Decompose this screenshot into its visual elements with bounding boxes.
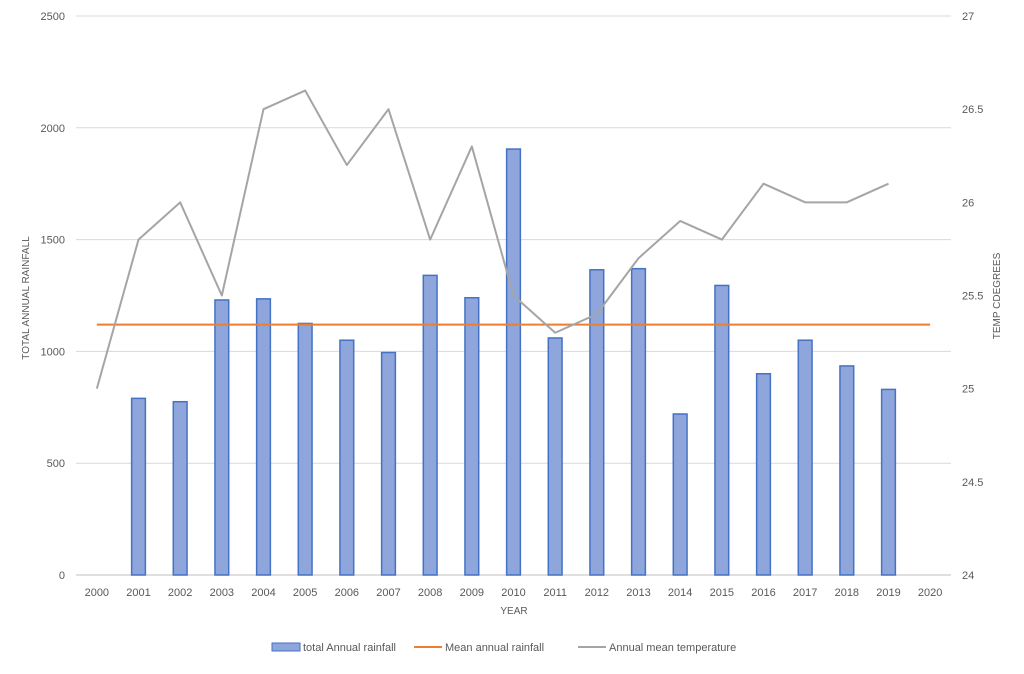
x-tick-label: 2008 — [418, 587, 442, 599]
x-axis-ticks: 2000 2001 2002 2003 2004 2005 2006 2007 2008 2009… — [85, 587, 943, 599]
rainfall-bar — [380, 351, 397, 576]
y2-tick-label: 24.5 — [962, 477, 983, 489]
right-axis-ticks: 24 24.5 25 25.5 26 26.5 27 — [962, 11, 983, 582]
rainfall-bar — [630, 267, 647, 576]
rainfall-bar — [297, 322, 313, 576]
x-tick-label: 2010 — [501, 587, 525, 599]
legend-swatch — [271, 642, 301, 652]
rainfall-bar — [464, 296, 480, 576]
rainfall-bar — [172, 400, 188, 576]
rainfall-bar — [755, 373, 772, 576]
legend-label: Mean annual rainfall — [445, 642, 544, 654]
x-tick-label: 2005 — [293, 587, 317, 599]
x-tick-label: 2012 — [585, 587, 609, 599]
y2-tick-label: 26 — [962, 197, 974, 209]
rainfall-bar — [255, 298, 272, 576]
rainfall-bar — [339, 339, 355, 576]
y-tick-label: 1500 — [41, 235, 65, 247]
x-tick-label: 2001 — [126, 587, 150, 599]
x-tick-label: 2017 — [793, 587, 817, 599]
y2-tick-label: 24 — [962, 570, 974, 582]
y2-tick-label: 25.5 — [962, 291, 983, 303]
rainfall-bar — [214, 299, 230, 576]
x-tick-label: 2004 — [251, 587, 275, 599]
y-axis-title: TOTAL ANNUAL RAINFALL — [21, 236, 32, 360]
y2-tick-label: 26.5 — [962, 104, 983, 116]
y-tick-label: 500 — [47, 458, 65, 470]
rainfall-bars — [130, 148, 897, 576]
rainfall-bar — [130, 397, 147, 576]
x-tick-label: 2020 — [918, 587, 942, 599]
x-tick-label: 2007 — [376, 587, 400, 599]
rainfall-bar — [839, 365, 855, 576]
x-tick-label: 2014 — [668, 587, 692, 599]
legend-label: total Annual rainfall — [303, 642, 396, 654]
x-tick-label: 2016 — [751, 587, 775, 599]
x-tick-label: 2000 — [85, 587, 109, 599]
x-tick-label: 2019 — [876, 587, 900, 599]
x-tick-label: 2009 — [460, 587, 484, 599]
legend: total Annual rainfall Mean annual rainfal… — [271, 642, 736, 654]
rainfall-bar — [714, 284, 730, 576]
y-tick-label: 2000 — [41, 123, 65, 135]
x-tick-label: 2002 — [168, 587, 192, 599]
x-tick-label: 2006 — [335, 587, 359, 599]
legend-label: Annual mean temperature — [609, 642, 736, 654]
x-tick-label: 2003 — [210, 587, 234, 599]
line-series — [95, 89, 931, 389]
y-tick-label: 0 — [59, 570, 65, 582]
left-axis-ticks: 0 500 1000 1500 2000 2500 — [41, 11, 65, 582]
y2-tick-label: 27 — [962, 11, 974, 23]
rainfall-bar — [880, 388, 897, 576]
x-tick-label: 2018 — [835, 587, 859, 599]
temperature-line — [95, 89, 889, 389]
rainfall-bar — [422, 274, 438, 576]
rainfall-bar — [797, 339, 813, 576]
y2-axis-title: TEMP CDEGREES — [992, 252, 1003, 339]
rainfall-bar — [672, 413, 688, 576]
x-tick-label: 2011 — [543, 587, 567, 599]
rainfall-bar — [589, 269, 605, 576]
x-tick-label: 2013 — [626, 587, 650, 599]
x-tick-label: 2015 — [710, 587, 734, 599]
rainfall-bar — [505, 148, 522, 576]
y-tick-label: 2500 — [41, 11, 65, 23]
rainfall-bar — [547, 337, 563, 576]
x-axis-title: YEAR — [500, 606, 527, 617]
y-tick-label: 1000 — [41, 346, 65, 358]
y2-tick-label: 25 — [962, 384, 974, 396]
